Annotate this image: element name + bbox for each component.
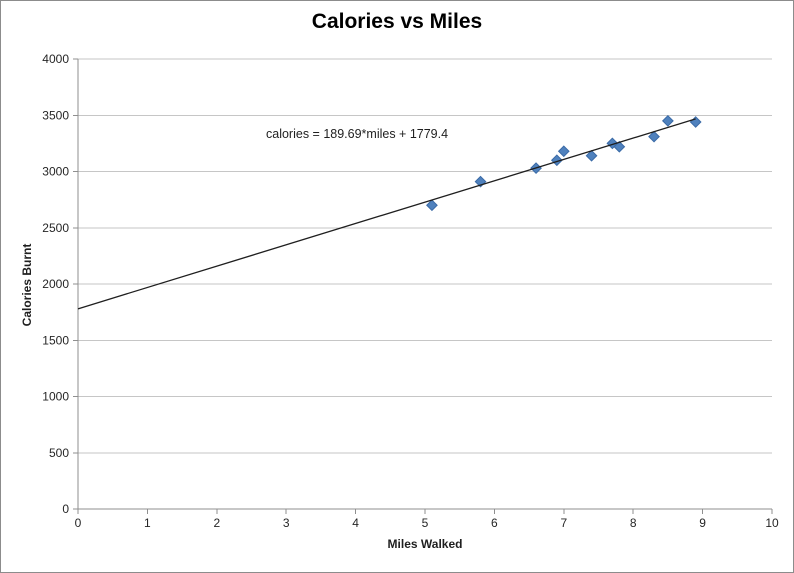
chart-title: Calories vs Miles xyxy=(311,10,483,33)
y-tick-label: 1000 xyxy=(42,390,69,404)
data-point-marker xyxy=(426,199,438,212)
y-tick-label: 3500 xyxy=(42,108,69,122)
data-point-marker xyxy=(613,140,626,153)
x-tick-label: 1 xyxy=(144,516,151,530)
y-tick-label: 2000 xyxy=(42,277,69,291)
x-tick-label: 9 xyxy=(699,516,706,530)
y-tick-label: 3000 xyxy=(42,165,69,179)
x-tick-label: 7 xyxy=(560,516,567,530)
trendline xyxy=(77,118,696,310)
data-point-marker xyxy=(585,149,598,162)
x-tick-label: 0 xyxy=(75,516,82,530)
y-tick-label: 500 xyxy=(49,446,69,460)
x-tick-label: 8 xyxy=(630,516,637,530)
x-tick-label: 10 xyxy=(765,516,779,530)
y-tick-label: 1500 xyxy=(42,333,69,347)
y-tick-label: 4000 xyxy=(42,52,69,66)
y-tick-label: 0 xyxy=(62,502,69,516)
x-tick-label: 4 xyxy=(352,516,359,530)
x-axis-title: Miles Walked xyxy=(387,537,463,551)
y-tick-label: 2500 xyxy=(42,221,69,235)
x-tick-label: 5 xyxy=(422,516,429,530)
y-axis-title: Calories Burnt xyxy=(20,243,34,327)
data-point-marker xyxy=(648,130,660,143)
data-point-marker xyxy=(474,175,487,188)
trendline-equation-label: calories = 189.69*miles + 1779.4 xyxy=(266,127,449,141)
data-point-marker xyxy=(689,116,702,128)
x-tick-label: 3 xyxy=(283,516,290,530)
data-point-marker xyxy=(557,145,570,158)
x-tick-label: 6 xyxy=(491,516,498,530)
x-tick-label: 2 xyxy=(213,516,220,530)
data-point-marker xyxy=(661,114,674,127)
